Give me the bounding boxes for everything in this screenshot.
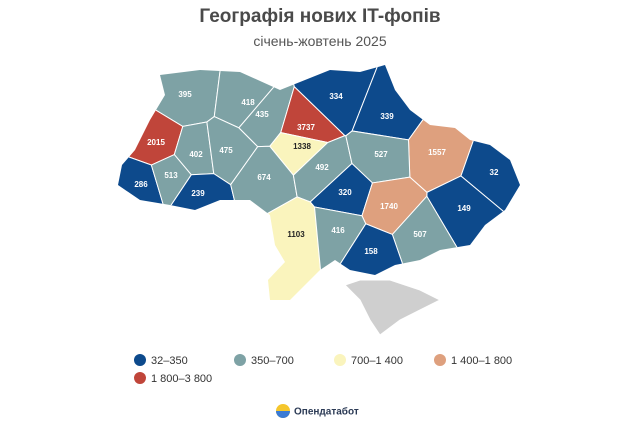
legend-swatch xyxy=(234,354,246,366)
region-value: 492 xyxy=(315,163,329,172)
region-value: 395 xyxy=(178,90,192,99)
region-value: 320 xyxy=(338,188,352,197)
crimea xyxy=(344,279,442,336)
region-value: 475 xyxy=(219,146,233,155)
region-value: 158 xyxy=(364,247,378,256)
subtitle: січень-жовтень 2025 xyxy=(253,33,386,49)
legend: 32–350 350–700 700–1 400 1 400–1 800 1 800–3… xyxy=(134,354,512,385)
region-value: 334 xyxy=(329,92,343,101)
title: Географія нових IT-фопів xyxy=(199,6,440,27)
region-value: 1557 xyxy=(428,148,446,157)
region xyxy=(202,196,324,300)
region-value: 1338 xyxy=(293,142,311,151)
logo-text: Опендатабот xyxy=(294,406,359,418)
region-value: 435 xyxy=(255,110,269,119)
region-value: 527 xyxy=(374,150,388,159)
region-value: 507 xyxy=(413,230,427,239)
legend-label: 32–350 xyxy=(151,355,188,367)
region-value: 674 xyxy=(257,173,271,182)
legend-label: 1 400–1 800 xyxy=(451,355,512,367)
region-value: 513 xyxy=(164,171,178,180)
region-value: 418 xyxy=(241,98,255,107)
legend-swatch xyxy=(334,354,346,366)
legend-swatch xyxy=(434,354,446,366)
region-value: 286 xyxy=(134,180,148,189)
legend-swatch xyxy=(134,372,146,384)
region-value: 339 xyxy=(380,112,394,121)
region-value: 2015 xyxy=(147,138,165,147)
regions xyxy=(118,65,520,300)
region xyxy=(351,65,475,141)
region-value: 32 xyxy=(490,168,499,177)
logo-icon-part xyxy=(276,411,290,418)
legend-label: 700–1 400 xyxy=(351,355,403,367)
region-value: 239 xyxy=(191,189,205,198)
region-value: 1740 xyxy=(380,202,398,211)
legend-swatch xyxy=(134,354,146,366)
region-value: 3737 xyxy=(297,123,315,132)
region-value: 1103 xyxy=(287,230,305,239)
logo: Опендатабот xyxy=(276,404,359,418)
region-value: 149 xyxy=(457,204,471,213)
region-value: 402 xyxy=(189,150,203,159)
legend-label: 1 800–3 800 xyxy=(151,373,212,385)
legend-label: 350–700 xyxy=(251,355,294,367)
region-value: 416 xyxy=(331,226,345,235)
